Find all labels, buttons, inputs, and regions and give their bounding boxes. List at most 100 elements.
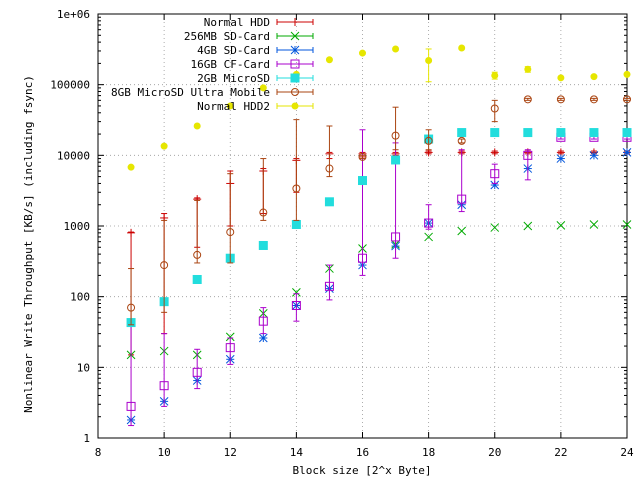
legend-marker [291,102,299,110]
data-point [490,148,499,157]
data-point [556,221,566,230]
data-point [622,148,632,157]
data-point [292,184,301,193]
data-point [291,220,301,230]
legend-marker [290,45,300,55]
legend-label: 2GB MicroSD [197,72,270,85]
legend-label: Normal HDD2 [197,100,270,113]
data-point [225,343,235,353]
series-5 [127,95,631,326]
data-point [160,261,169,270]
plot-data [126,44,632,427]
data-point [557,74,565,82]
data-point [622,220,632,229]
data-point [556,95,565,104]
data-point [258,316,268,326]
data-point [490,180,500,190]
y-tick-label: 1000 [64,220,91,233]
data-point [523,150,533,160]
data-point [523,221,533,231]
data-point [623,95,631,104]
data-point [589,95,598,104]
legend-marker [290,73,300,83]
legend-label: Normal HDD [204,16,270,29]
data-point [556,154,566,163]
data-point [127,163,135,171]
x-tick-label: 12 [224,446,237,459]
data-point [159,381,169,391]
data-point [490,169,500,179]
data-point [556,128,566,138]
legend-marker [290,59,300,69]
x-tick-label: 20 [488,446,501,459]
data-point [490,104,499,113]
data-point [292,288,301,297]
data-point [258,240,268,250]
data-point [226,102,234,110]
data-point [358,176,367,186]
data-point [589,128,599,138]
data-point [325,56,333,64]
legend-marker [291,18,299,26]
axes: 8 10 12 14 16 18 20 22 24 1 10 100 1000 10000 100000 1e… [50,8,634,459]
data-point [392,45,400,53]
data-point [127,228,136,237]
data-point [524,65,532,73]
data-point [491,71,499,79]
series-0 [127,148,631,356]
data-point [622,128,632,138]
x-tick-label: 16 [356,446,369,459]
data-point [589,150,599,160]
data-point [324,281,334,291]
y-axis-label: Nonlinear Write Throughput [KB/s] (inclu… [22,75,35,413]
data-point [225,332,235,342]
data-point [457,226,467,236]
data-point [424,232,433,242]
data-point [425,56,433,64]
data-point [490,128,500,138]
x-tick-label: 24 [620,446,634,459]
legend-label: 256MB SD-Card [184,30,270,43]
data-point [193,250,202,259]
data-point [623,70,631,78]
data-point [324,197,334,207]
data-point [160,142,168,150]
series-3 [126,129,632,427]
data-point [523,95,532,104]
data-point [193,122,201,130]
data-point [391,131,400,140]
data-point [391,232,401,242]
y-tick-label: 100 [70,291,90,304]
data-point [127,303,136,312]
legend-marker [291,88,299,96]
data-point [259,208,268,217]
legend-label: 8GB MicroSD Ultra Mobile [111,86,270,99]
data-point [359,49,366,57]
data-point [325,164,334,173]
data-point [457,194,467,204]
data-point [358,253,367,263]
data-point [424,218,434,228]
data-point [291,300,301,310]
series-1 [126,220,632,360]
data-point [424,136,433,145]
data-point [458,44,466,52]
x-tick-label: 14 [290,446,304,459]
data-point [259,84,267,92]
data-point [126,401,136,411]
x-axis-label: Block size [2^x Byte] [292,464,431,477]
data-point [590,73,598,81]
x-tick-label: 18 [422,446,435,459]
y-tick-label: 10 [77,361,90,374]
data-point [226,228,235,237]
data-point [358,152,367,161]
legend-marker [290,31,300,41]
y-tick-label: 1e+06 [57,8,90,21]
data-point [391,155,401,165]
data-point [192,274,202,284]
y-tick-label: 10000 [57,149,90,162]
data-point [258,333,268,343]
